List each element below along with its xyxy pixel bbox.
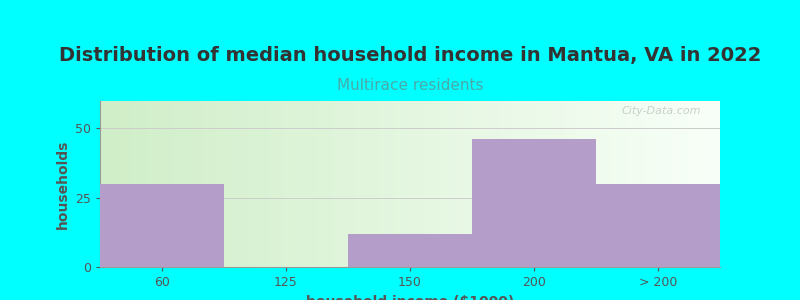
Text: City-Data.com: City-Data.com (622, 106, 702, 116)
X-axis label: household income ($1000): household income ($1000) (306, 295, 514, 300)
Y-axis label: households: households (55, 139, 70, 229)
Bar (596, 184, 720, 267)
Bar (348, 234, 472, 267)
Text: Distribution of median household income in Mantua, VA in 2022: Distribution of median household income … (59, 46, 761, 65)
Text: Multirace residents: Multirace residents (337, 78, 483, 93)
Bar (100, 184, 224, 267)
Bar (472, 140, 596, 267)
